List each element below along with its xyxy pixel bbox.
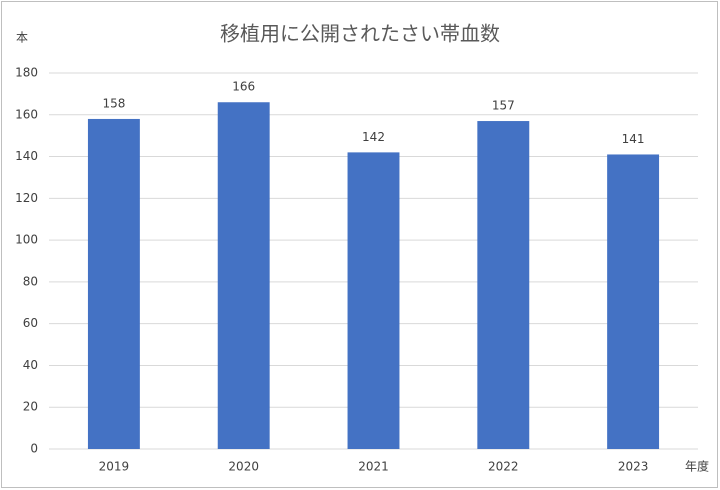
y-tick-label: 20 [23, 400, 38, 414]
chart-title: 移植用に公開されたさい帯血数 [220, 22, 500, 46]
y-tick-label: 140 [15, 149, 38, 163]
data-label: 157 [492, 99, 515, 113]
x-tick-label: 2021 [358, 460, 389, 474]
bar [87, 118, 140, 449]
y-tick-label: 120 [15, 191, 38, 205]
data-label: 141 [622, 132, 645, 146]
bar [607, 154, 660, 449]
y-tick-label: 0 [30, 442, 38, 456]
y-tick-label: 80 [23, 274, 38, 288]
x-axis-label: 年度 [685, 459, 709, 474]
x-tick-label: 2020 [228, 460, 259, 474]
x-tick-label: 2022 [488, 460, 519, 474]
x-tick-label: 2023 [618, 460, 649, 474]
bar [477, 121, 530, 450]
bar [347, 152, 400, 449]
data-label: 158 [102, 96, 125, 110]
data-label: 142 [362, 130, 385, 144]
bar [217, 102, 270, 449]
y-axis-label: 本 [16, 31, 28, 45]
x-tick-label: 2019 [99, 460, 130, 474]
y-tick-label: 160 [15, 107, 38, 121]
data-label: 166 [232, 80, 255, 94]
y-tick-label: 40 [23, 358, 38, 372]
y-tick-label: 100 [15, 233, 38, 247]
y-tick-label: 60 [23, 316, 38, 330]
y-tick-label: 180 [15, 66, 38, 80]
